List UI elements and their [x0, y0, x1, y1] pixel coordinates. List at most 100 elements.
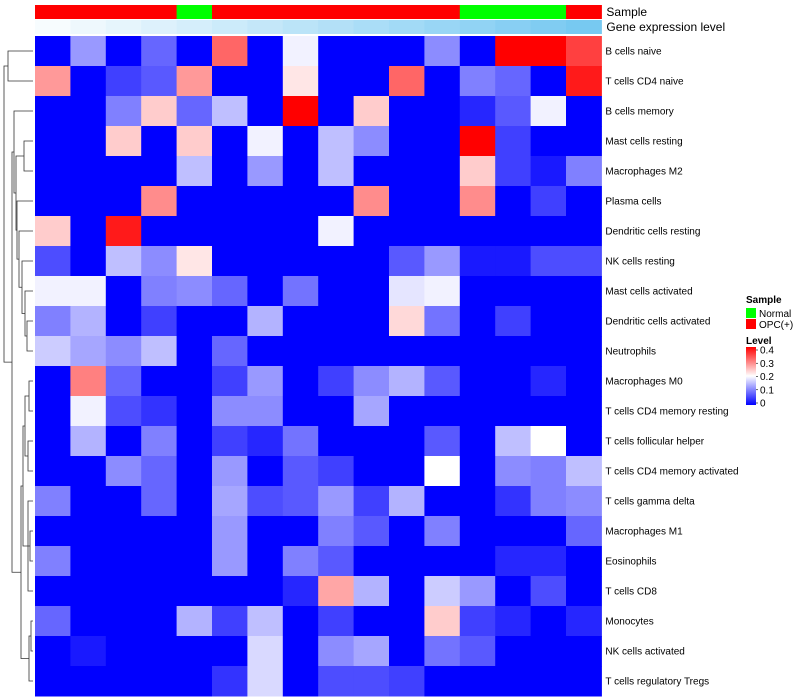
heatmap-cell	[424, 636, 461, 667]
heatmap-cell	[495, 126, 532, 157]
legend-level-gradient	[746, 347, 756, 405]
heatmap-cell	[247, 606, 284, 637]
heatmap-cell	[459, 516, 496, 547]
sample-annotation-cell	[282, 5, 319, 19]
heatmap-cell	[282, 126, 319, 157]
heatmap-cell	[35, 366, 71, 397]
heatmap-cell	[495, 216, 532, 247]
heatmap-cell	[176, 516, 213, 547]
heatmap-cell	[459, 66, 496, 97]
dendrogram-branch	[24, 290, 33, 337]
heatmap-cell	[424, 96, 461, 127]
heatmap-cell	[424, 66, 461, 97]
heatmap-cell	[247, 126, 284, 157]
heatmap-cell	[318, 216, 355, 247]
heatmap-cell	[282, 96, 319, 127]
heatmap-cell	[247, 186, 284, 217]
heatmap-cell	[566, 126, 602, 157]
heatmap-cell	[247, 156, 284, 187]
legend-level-tick-label: 0.4	[760, 346, 774, 357]
heatmap-cell	[459, 306, 496, 337]
heatmap-cell	[424, 126, 461, 157]
heatmap-cell	[389, 336, 425, 367]
heatmap-cell	[459, 126, 496, 157]
heatmap-cell	[353, 366, 390, 397]
legend-swatch-normal	[746, 308, 756, 318]
heatmap-cell	[247, 36, 284, 67]
row-labels: B cells naive T cells CD4 naive B cells me…	[605, 47, 738, 688]
heatmap-cell	[141, 486, 178, 517]
gene-expression-annotation-cell	[105, 20, 142, 34]
heatmap-cell	[424, 36, 461, 67]
dendrogram-branch	[22, 425, 26, 547]
heatmap-cell	[459, 246, 496, 277]
heatmap-cell	[530, 366, 567, 397]
heatmap-cell	[424, 426, 461, 457]
row-label-t-cells-cd8: T cells CD8	[605, 587, 657, 598]
heatmap-cell	[389, 156, 425, 187]
heatmap-cell	[70, 66, 107, 97]
heatmap-cell	[212, 486, 248, 517]
heatmap-cell	[141, 606, 178, 637]
heatmap-cell	[389, 486, 425, 517]
heatmap-cell	[247, 546, 284, 577]
heatmap-cell	[566, 276, 602, 307]
heatmap-cell	[70, 96, 107, 127]
sample-annotation-cell	[105, 5, 142, 19]
heatmap-cell	[35, 246, 71, 277]
heatmap-cell	[282, 156, 319, 187]
heatmap-cell	[35, 216, 71, 247]
heatmap-cell	[70, 576, 107, 607]
gene-expression-annotation-cell	[141, 20, 178, 34]
heatmap-cell	[530, 606, 567, 637]
sample-annotation-label: Sample	[606, 5, 647, 19]
heatmap-cell	[212, 306, 248, 337]
heatmap-cell	[176, 216, 213, 247]
heatmap-cell	[495, 306, 532, 337]
heatmap-cell	[566, 426, 602, 457]
sample-annotation-cell	[141, 5, 178, 19]
heatmap-cell	[318, 126, 355, 157]
heatmap-cell	[495, 486, 532, 517]
heatmap-cell	[318, 306, 355, 337]
row-label-eosinophils: Eosinophils	[605, 557, 656, 568]
heatmap-cell	[530, 66, 567, 97]
heatmap-cell	[424, 306, 461, 337]
gene-expression-annotation-cell	[282, 20, 319, 34]
heatmap-cell	[35, 156, 71, 187]
heatmap-cell	[318, 96, 355, 127]
heatmap-cell	[318, 66, 355, 97]
dendrogram-branch	[18, 230, 33, 288]
legend-swatch-opc	[746, 319, 756, 329]
dendrogram-branch	[28, 380, 33, 412]
heatmap-cell	[247, 396, 284, 427]
heatmap-cell	[176, 246, 213, 277]
heatmap-cell	[282, 396, 319, 427]
sample-annotation-cell	[495, 5, 532, 19]
heatmap-cell	[566, 96, 602, 127]
gene-expression-annotation-cell	[70, 20, 107, 34]
heatmap-cell	[35, 516, 71, 547]
gene-expression-annotation-cell	[247, 20, 284, 34]
sample-annotation-cell	[424, 5, 461, 19]
heatmap-cell	[176, 156, 213, 187]
heatmap-cell	[105, 126, 142, 157]
heatmap-cell	[141, 96, 178, 127]
row-label-b-cells-memory: B cells memory	[605, 107, 673, 118]
heatmap-cell	[282, 546, 319, 577]
heatmap-cell	[530, 126, 567, 157]
heatmap-cell	[105, 336, 142, 367]
heatmap-cell	[389, 396, 425, 427]
heatmap-cell	[105, 606, 142, 637]
heatmap-cell	[318, 276, 355, 307]
heatmap-cell	[105, 576, 142, 607]
heatmap-cell	[318, 366, 355, 397]
heatmap-cell	[566, 576, 602, 607]
heatmap-cell	[247, 516, 284, 547]
heatmap-cell	[70, 36, 107, 67]
heatmap-cell	[353, 96, 390, 127]
heatmap-cell	[141, 246, 178, 277]
heatmap-cell	[353, 606, 390, 637]
heatmap-cell	[105, 486, 142, 517]
